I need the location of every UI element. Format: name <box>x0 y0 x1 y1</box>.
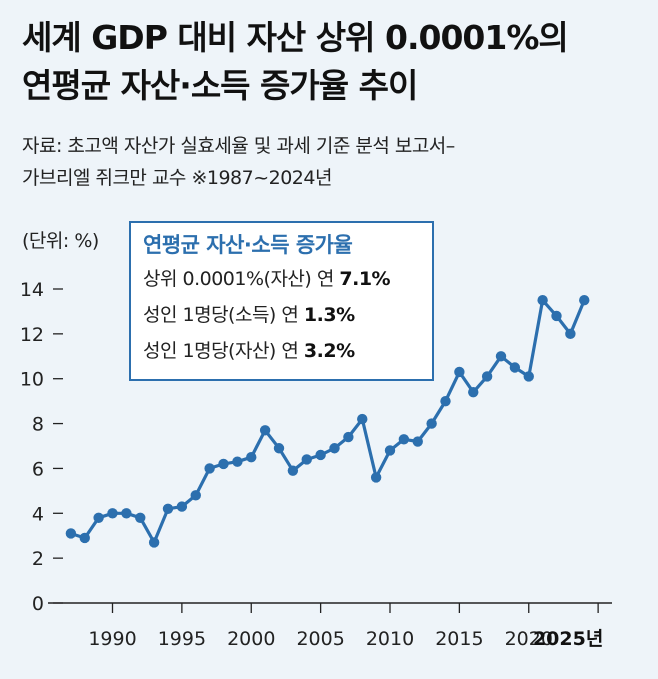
data-point <box>357 413 368 425</box>
data-point <box>204 463 215 474</box>
data-point <box>551 310 562 322</box>
data-point <box>523 371 534 382</box>
legend-row-label: 성인 1명당(자산) 연 <box>143 340 304 362</box>
data-point <box>246 452 257 463</box>
data-point <box>107 508 118 519</box>
data-point <box>468 386 479 398</box>
x-tick-label: 2000 <box>227 628 275 650</box>
data-point <box>495 351 507 362</box>
data-point <box>287 465 299 476</box>
data-point <box>440 395 451 407</box>
data-point <box>343 431 354 443</box>
data-point <box>398 434 410 445</box>
data-point <box>79 532 90 544</box>
x-tick-label: 2025년 <box>533 628 603 650</box>
data-point <box>315 449 326 461</box>
source-line1: 자료: 초고액 자산가 실효세율 및 과세 기준 분석 보고서– <box>22 135 455 157</box>
chart-title-line1: 세계 GDP 대비 자산 상위 0.0001%의 <box>22 18 569 57</box>
data-point <box>232 456 243 467</box>
legend-row-adult-income: 성인 1명당(소득) 연 1.3% <box>143 297 420 333</box>
chart-title: 세계 GDP 대비 자산 상위 0.0001%의 연평균 자산·소득 증가율 추… <box>22 14 642 110</box>
data-point <box>93 512 104 523</box>
legend-row-value: 3.2% <box>303 340 355 362</box>
legend-row-value: 1.3% <box>303 304 355 326</box>
legend-title: 연평균 자산·소득 증가율 <box>143 233 353 257</box>
y-tick-label: 2 <box>32 548 44 570</box>
y-tick-label: 4 <box>32 503 44 525</box>
data-point <box>579 295 590 306</box>
data-point <box>384 445 396 456</box>
data-point <box>481 371 493 382</box>
legend-row-adult-asset: 성인 1명당(자산) 연 3.2% <box>143 333 420 369</box>
data-point <box>176 501 188 512</box>
data-point <box>454 366 465 378</box>
x-tick-label: 2005 <box>296 628 344 650</box>
y-tick-label: 8 <box>32 414 44 436</box>
x-tick-label: 1990 <box>88 628 136 650</box>
x-tick-label: 2010 <box>366 628 414 650</box>
data-point <box>565 328 576 340</box>
data-point <box>148 537 160 548</box>
x-tick-label: 2015 <box>435 628 483 650</box>
y-tick-label: 12 <box>20 324 44 346</box>
legend-row-label: 상위 0.0001%(자산) 연 <box>143 268 340 290</box>
y-tick-label: 10 <box>20 369 44 391</box>
data-point <box>329 443 340 454</box>
data-point <box>426 418 437 429</box>
data-point <box>190 490 201 501</box>
data-point <box>412 436 423 447</box>
data-point <box>65 528 77 539</box>
source-note: 자료: 초고액 자산가 실효세율 및 과세 기준 분석 보고서– 가브리엘 쥐크… <box>22 130 642 194</box>
data-point <box>273 443 285 454</box>
chart-title-line2: 연평균 자산·소득 증가율 추이 <box>22 66 418 105</box>
data-point <box>301 454 312 465</box>
data-point <box>370 472 382 483</box>
source-line2: 가브리엘 쥐크만 교수 ※1987~2024년 <box>22 167 332 189</box>
legend-row-label: 성인 1명당(소득) 연 <box>143 304 304 326</box>
legend-box: 연평균 자산·소득 증가율 상위 0.0001%(자산) 연 7.1% 성인 1… <box>129 221 434 381</box>
y-tick-label: 0 <box>32 593 44 615</box>
y-tick-label: 14 <box>20 279 44 301</box>
data-point <box>509 362 521 373</box>
data-point <box>218 458 229 470</box>
data-point <box>121 508 132 519</box>
data-point <box>537 295 548 306</box>
y-tick-label: 6 <box>32 458 44 480</box>
x-tick-label: 2020 <box>505 628 553 650</box>
legend-row-top-asset: 상위 0.0001%(자산) 연 7.1% <box>143 261 420 297</box>
data-point <box>259 425 271 436</box>
data-point <box>162 503 174 514</box>
x-tick-label: 1995 <box>158 628 206 650</box>
data-point <box>135 512 146 523</box>
legend-row-value: 7.1% <box>339 268 391 290</box>
unit-label: (단위: %) <box>22 230 99 252</box>
